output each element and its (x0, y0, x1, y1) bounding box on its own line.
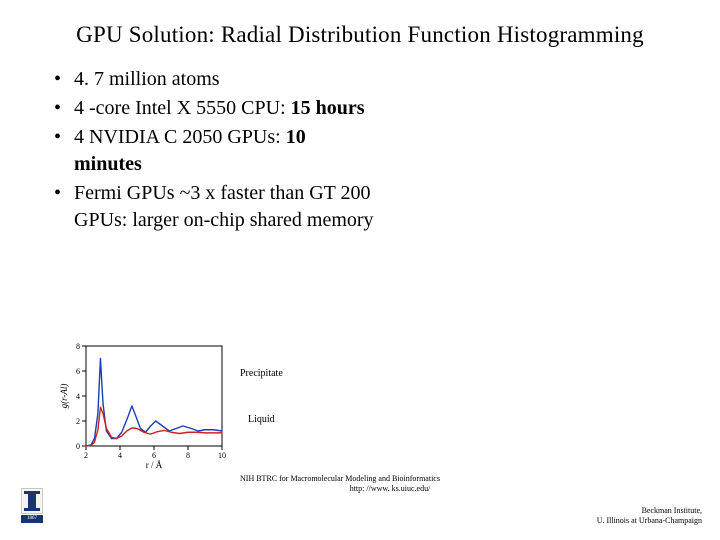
bullet-text: 4 NVIDIA C 2050 GPUs: 10 minutes (74, 124, 374, 178)
footer-univ: U. Illinois at Urbana-Champaign (597, 516, 702, 526)
footer-right: Beckman Institute, U. Illinois at Urbana… (597, 506, 702, 526)
bullet-dot: • (54, 180, 74, 234)
illinois-logo: 1867 (18, 488, 46, 526)
svg-text:6: 6 (76, 367, 80, 376)
svg-text:0: 0 (76, 442, 80, 451)
bullet-item: •4 NVIDIA C 2050 GPUs: 10 minutes (54, 124, 374, 178)
bullet-text: Fermi GPUs ~3 x faster than GT 200 GPUs:… (74, 180, 374, 234)
bullet-dot: • (54, 66, 74, 93)
bullet-item: •Fermi GPUs ~3 x faster than GT 200 GPUs… (54, 180, 374, 234)
svg-text:g(r-Al): g(r-Al) (59, 384, 69, 409)
block-i-icon (21, 488, 43, 514)
footer-url: http: //www. ks.uiuc.edu/ (240, 484, 540, 494)
svg-text:10: 10 (218, 451, 226, 460)
slide-title: GPU Solution: Radial Distribution Functi… (28, 22, 692, 48)
bullet-text: 4. 7 million atoms (74, 66, 374, 93)
chart-label-precipitate: Precipitate (240, 368, 283, 379)
bullet-dot: • (54, 124, 74, 178)
svg-text:4: 4 (76, 392, 80, 401)
chart-label-liquid: Liquid (248, 414, 275, 425)
footer-inst: Beckman Institute, (597, 506, 702, 516)
bullet-dot: • (54, 95, 74, 122)
svg-text:4: 4 (118, 451, 122, 460)
rdf-chart: 24681002468r / Åg(r-Al) (58, 340, 228, 470)
svg-text:8: 8 (186, 451, 190, 460)
bullet-item: •4 -core Intel X 5550 CPU: 15 hours (54, 95, 374, 122)
bullet-item: •4. 7 million atoms (54, 66, 374, 93)
svg-text:6: 6 (152, 451, 156, 460)
svg-text:2: 2 (84, 451, 88, 460)
bullet-text: 4 -core Intel X 5550 CPU: 15 hours (74, 95, 374, 122)
logo-year: 1867 (21, 515, 43, 523)
footer-center: NIH BTRC for Macromolecular Modeling and… (240, 474, 540, 494)
footer-org: NIH BTRC for Macromolecular Modeling and… (240, 474, 540, 484)
svg-text:2: 2 (76, 417, 80, 426)
bullet-list: •4. 7 million atoms•4 -core Intel X 5550… (54, 66, 374, 234)
svg-text:r / Å: r / Å (146, 460, 163, 470)
svg-text:8: 8 (76, 342, 80, 351)
